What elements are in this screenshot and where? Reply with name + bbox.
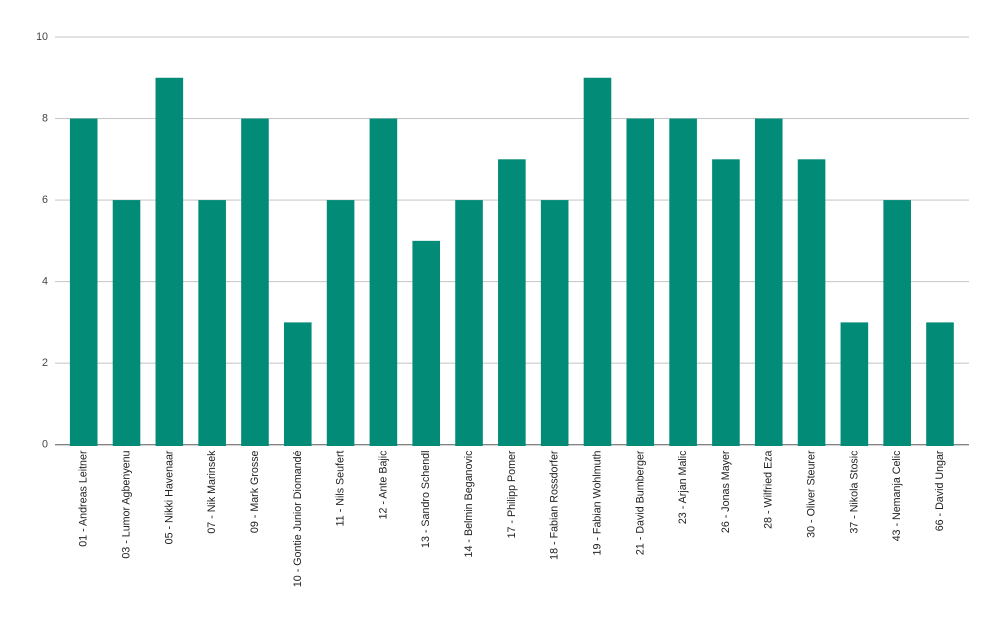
svg-text:0: 0 [42, 439, 48, 451]
svg-text:10: 10 [36, 31, 48, 43]
svg-text:26 - Jonas Mayer: 26 - Jonas Mayer [720, 450, 732, 533]
svg-text:09 - Mark Grosse: 09 - Mark Grosse [249, 450, 261, 533]
svg-text:43 - Nemanja Celic: 43 - Nemanja Celic [891, 450, 903, 542]
svg-text:18 - Fabian Rossdorfer: 18 - Fabian Rossdorfer [549, 450, 561, 560]
svg-text:21 - David Bumberger: 21 - David Bumberger [634, 450, 646, 555]
svg-text:12 - Ante Bajic: 12 - Ante Bajic [377, 450, 389, 520]
svg-text:10 - Gontie Junior Diomandé: 10 - Gontie Junior Diomandé [292, 450, 304, 587]
svg-text:28 - Wilfried Eza: 28 - Wilfried Eza [763, 450, 775, 528]
svg-text:11 - Nils Seufert: 11 - Nils Seufert [335, 450, 347, 526]
svg-text:19 - Fabian Wohlmuth: 19 - Fabian Wohlmuth [591, 450, 603, 555]
svg-text:6: 6 [42, 194, 48, 206]
svg-text:03 - Lumor Agbenyenu: 03 - Lumor Agbenyenu [121, 450, 133, 558]
svg-text:14 - Belmin Beganovic: 14 - Belmin Beganovic [463, 450, 475, 558]
svg-text:37 - Nikola Stosic: 37 - Nikola Stosic [848, 450, 860, 534]
svg-text:30 - Oliver Steurer: 30 - Oliver Steurer [806, 450, 818, 538]
svg-text:07 - Nik Marinsek: 07 - Nik Marinsek [206, 450, 218, 534]
svg-text:66 - David Ungar: 66 - David Ungar [934, 450, 946, 531]
svg-text:05 - Nikki Havenaar: 05 - Nikki Havenaar [163, 450, 175, 544]
svg-text:23 - Arjan Malic: 23 - Arjan Malic [677, 450, 689, 524]
svg-text:01 - Andreas Leitner: 01 - Andreas Leitner [78, 450, 90, 547]
svg-text:17 - Philipp Pomer: 17 - Philipp Pomer [506, 450, 518, 538]
svg-text:4: 4 [42, 276, 48, 288]
svg-text:13 - Sandro Schendl: 13 - Sandro Schendl [420, 451, 432, 548]
svg-text:2: 2 [42, 357, 48, 369]
svg-text:8: 8 [42, 113, 48, 125]
